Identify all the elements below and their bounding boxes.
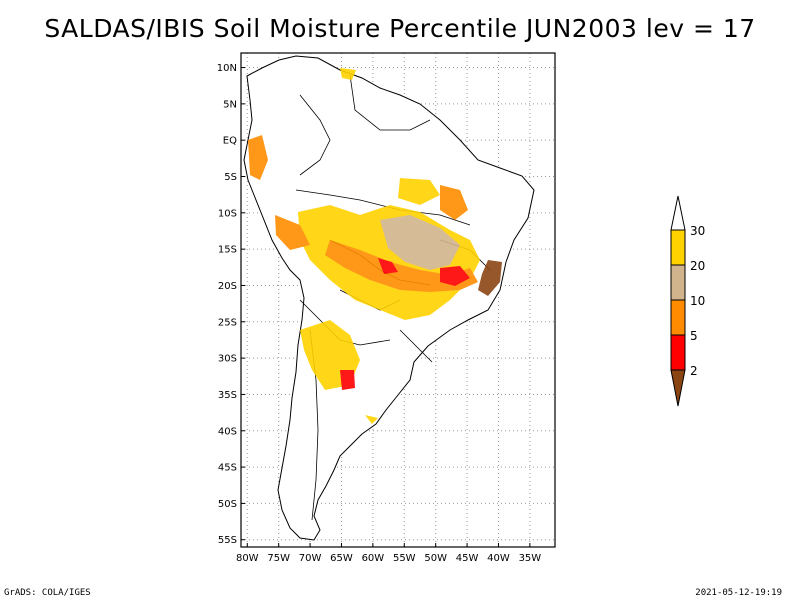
lon-tick-label: 50W [424,553,447,564]
lon-tick-label: 75W [267,553,290,564]
lat-tick-label: 20S [218,281,237,292]
lat-tick-label: 35S [218,390,237,401]
lat-tick-label: 55S [218,535,237,546]
lat-tick-label: 30S [218,354,237,365]
colorbar-bin-20-30 [670,229,686,266]
colorbar [670,195,686,407]
lon-tick-label: 65W [330,553,353,564]
colorbar-bin-2-5 [670,334,686,371]
map-title: SALDAS/IBIS Soil Moisture Percentile JUN… [44,14,756,43]
lon-tick-label: 55W [393,553,416,564]
longitude-tick-labels: 80W 75W 70W 65W 60W 55W 50W 45W 40W 35W [236,543,541,564]
lon-tick-label: 80W [236,553,259,564]
colorbar-label-5: 5 [690,329,698,343]
latitude-tick-labels: 10N 5N EQ 5S 10S 15S 20S 25S 30S 35S 40S 45S 50S 55S [217,63,245,546]
lat-tick-label: 40S [218,426,237,437]
colorbar-labels: 30 20 10 5 2 [690,224,705,378]
footer-credit: GrADS: COLA/IGES [4,588,91,598]
lat-tick-label: 10N [217,63,237,74]
colorbar-bottom-arrow [670,369,686,407]
lat-tick-label: 15S [218,245,237,256]
colorbar-top-arrow [670,195,686,231]
lat-tick-label: 5S [224,172,237,183]
lat-tick-label: 10S [218,208,237,219]
lat-tick-label: 25S [218,317,237,328]
lon-tick-label: 40W [487,553,510,564]
colorbar-label-10: 10 [690,294,705,308]
colorbar-bin-10-20 [670,264,686,301]
percentile-shading [248,68,502,424]
colorbar-label-30: 30 [690,224,705,238]
lat-tick-label: 50S [218,499,237,510]
footer-timestamp: 2021-05-12-19:19 [695,588,782,598]
lon-tick-label: 35W [519,553,542,564]
lon-tick-label: 60W [362,553,385,564]
lat-tick-label: 45S [218,463,237,474]
lat-tick-label: EQ [223,136,237,147]
lat-tick-label: 5N [223,99,237,110]
lon-tick-label: 70W [299,553,322,564]
colorbar-label-2: 2 [690,364,698,378]
colorbar-label-20: 20 [690,259,705,273]
colorbar-bin-5-10 [670,299,686,336]
lon-tick-label: 45W [456,553,479,564]
plot-frame [240,52,556,548]
